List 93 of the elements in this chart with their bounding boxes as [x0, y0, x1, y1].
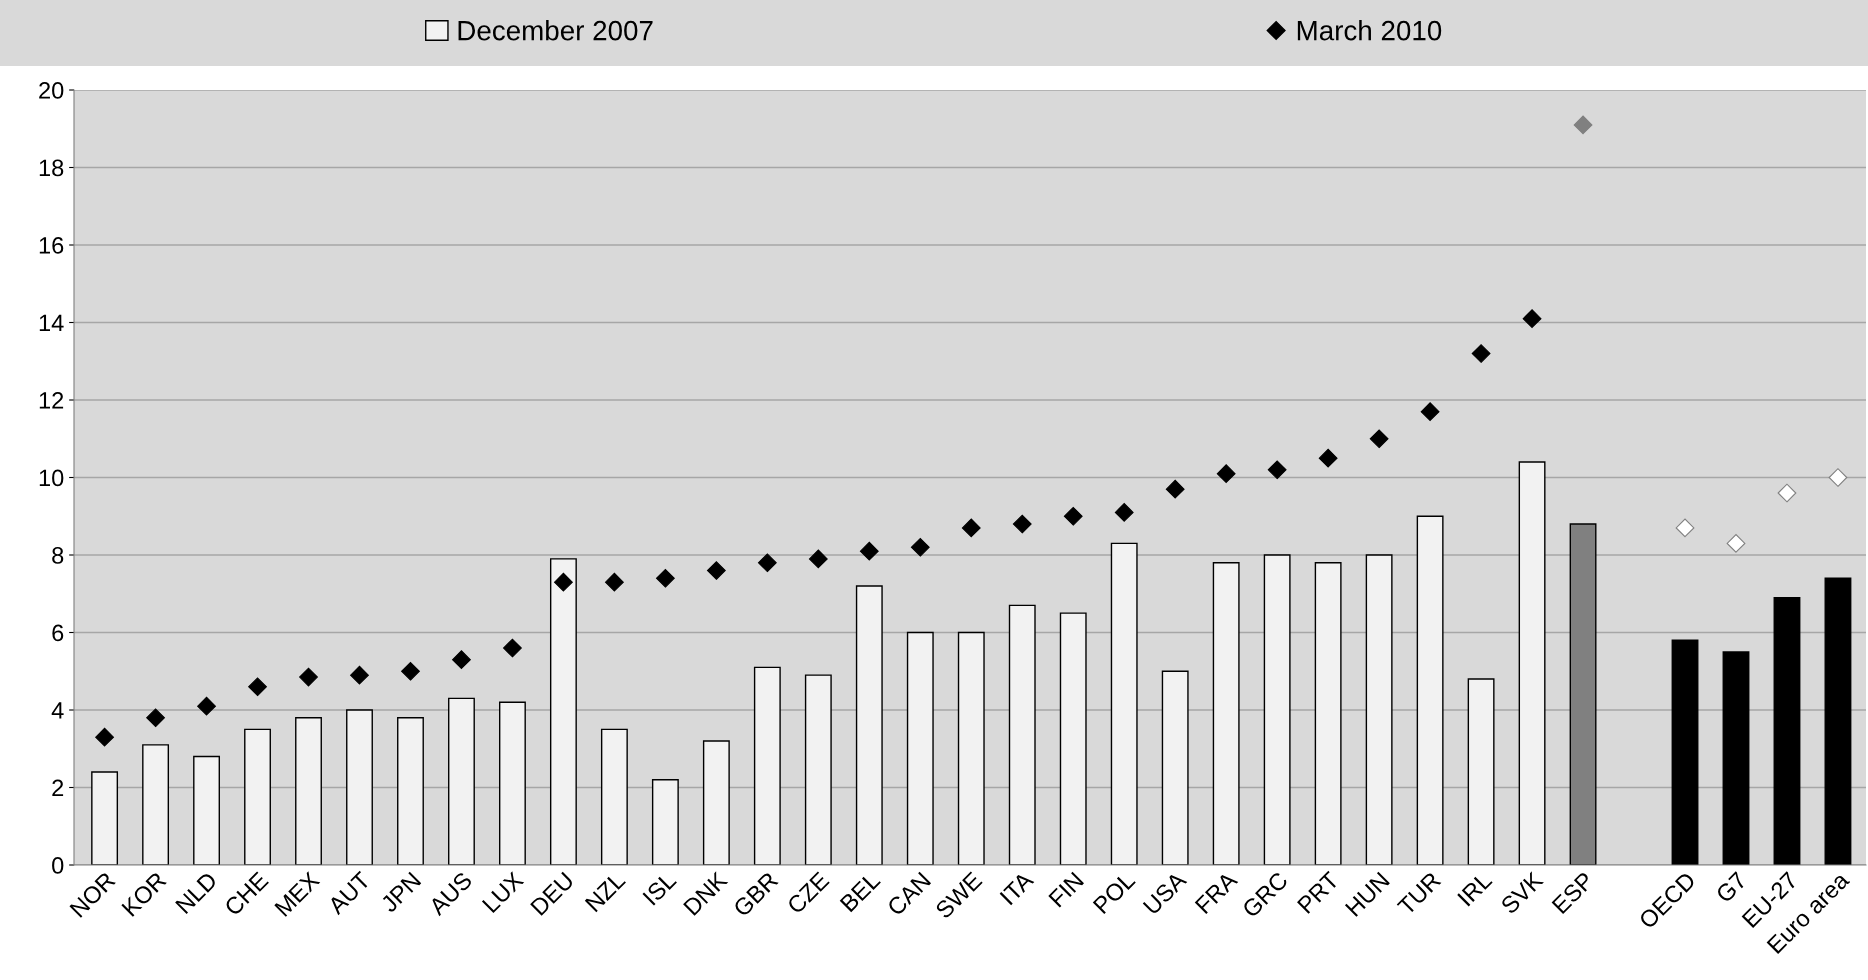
bar — [193, 755, 220, 865]
y-tick-label: 18 — [39, 159, 64, 177]
bar — [1416, 515, 1444, 865]
x-tick-label: USA — [1142, 870, 1188, 916]
x-tick-label: IRL — [1457, 871, 1493, 907]
point — [1726, 533, 1746, 553]
point — [1114, 502, 1134, 522]
point — [1420, 402, 1440, 422]
y-tick-label: 2 — [52, 779, 64, 797]
point — [1012, 514, 1032, 534]
point — [1063, 506, 1083, 526]
bar — [600, 728, 628, 865]
bar — [1059, 612, 1087, 865]
x-tick-label: ITA — [999, 870, 1035, 906]
legend-label: March 2010 — [1297, 20, 1442, 41]
bar — [397, 717, 424, 865]
legend-label: December 2007 — [458, 20, 653, 41]
bar — [1824, 577, 1852, 865]
bar — [957, 631, 985, 865]
y-tick-label: 8 — [52, 547, 64, 564]
point — [1573, 115, 1593, 135]
bar — [549, 558, 577, 865]
point — [1777, 483, 1797, 503]
point — [1471, 344, 1491, 363]
bar — [906, 631, 934, 865]
point — [554, 572, 573, 592]
x-tick-label: BEL — [839, 871, 881, 913]
x-tick-label: G7 — [1715, 871, 1748, 904]
bar — [448, 697, 475, 865]
point — [1165, 479, 1185, 499]
y-tick-label: 20 — [39, 82, 64, 99]
bar — [1008, 604, 1036, 865]
point — [605, 572, 624, 592]
bar — [702, 740, 730, 865]
bar — [1314, 562, 1342, 865]
y-tick-label: 6 — [52, 624, 64, 642]
bar — [244, 728, 271, 865]
x-tick-label: NZL — [584, 871, 626, 913]
point — [197, 696, 216, 716]
bar — [1110, 542, 1138, 865]
bar — [753, 666, 781, 865]
bar — [651, 779, 679, 865]
bar — [804, 674, 832, 865]
bar — [1722, 651, 1750, 865]
point — [1675, 518, 1695, 538]
point — [808, 549, 828, 569]
bar — [1365, 554, 1393, 865]
point — [706, 561, 726, 580]
bar — [142, 744, 170, 865]
bar — [295, 717, 322, 865]
bar — [1161, 670, 1189, 865]
point — [859, 541, 879, 561]
bar — [1467, 678, 1495, 865]
x-tick-label: POL — [1092, 870, 1136, 915]
point — [1267, 460, 1287, 480]
x-tick-label: ISL — [642, 870, 678, 906]
point — [1828, 468, 1848, 487]
x-tick-label: FRA — [1194, 870, 1239, 914]
point — [1318, 448, 1338, 468]
bar — [1773, 596, 1801, 865]
point — [146, 708, 165, 728]
point — [1216, 464, 1236, 484]
point — [299, 667, 318, 687]
y-tick-label: 16 — [39, 237, 64, 254]
bar — [346, 709, 373, 865]
bar — [1212, 562, 1240, 865]
point — [1522, 309, 1542, 329]
bar — [91, 771, 119, 865]
y-tick-label: 0 — [52, 857, 64, 874]
point — [350, 665, 369, 685]
y-tick-label: 12 — [39, 392, 64, 409]
bar — [1518, 461, 1546, 865]
point — [248, 677, 267, 697]
bar — [1263, 554, 1291, 865]
x-tick-label: NLD — [175, 871, 218, 914]
x-tick-label: TUR — [1396, 871, 1442, 917]
y-tick-label: 10 — [39, 469, 64, 487]
point — [910, 537, 930, 557]
point — [1369, 429, 1389, 449]
bar — [855, 585, 883, 865]
point — [452, 650, 471, 670]
bar — [499, 701, 526, 865]
point — [757, 553, 777, 573]
point — [401, 661, 420, 681]
point — [503, 638, 522, 658]
point — [655, 568, 675, 588]
x-tick-label: FIN — [1048, 871, 1084, 908]
x-tick-label: JPN — [379, 871, 422, 914]
bar — [1671, 639, 1699, 865]
point — [95, 727, 114, 747]
point — [961, 518, 981, 538]
y-tick-label: 4 — [51, 702, 64, 719]
y-tick-label: 14 — [39, 314, 64, 332]
